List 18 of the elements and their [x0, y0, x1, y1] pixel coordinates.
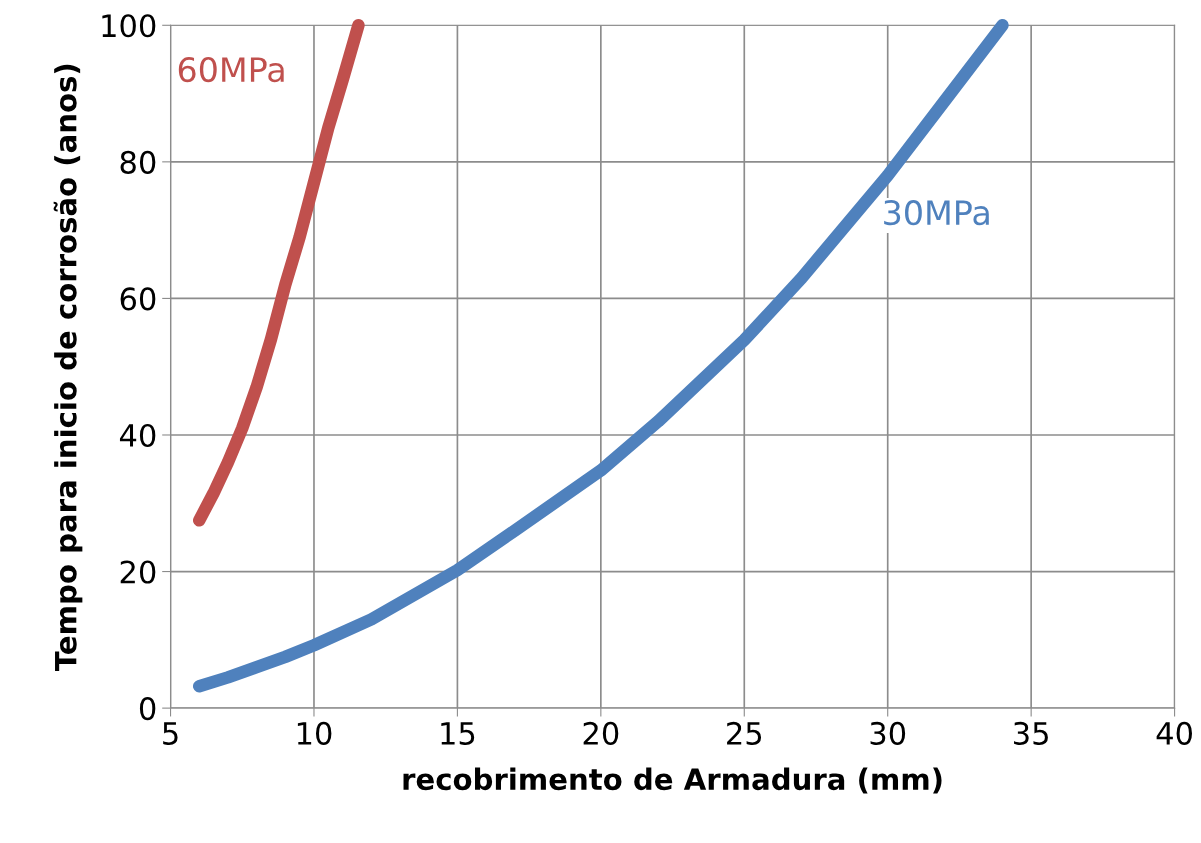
- series-label: 60MPa: [178, 56, 284, 83]
- y-axis-title: Tempo para inicio de corrosão (anos): [53, 64, 83, 672]
- y-tick-label: 40: [119, 423, 156, 448]
- x-tick-label: 25: [727, 721, 762, 745]
- x-tick-label: 15: [441, 722, 475, 745]
- x-tick-label: 35: [1014, 721, 1048, 745]
- x-tick-label: 30: [870, 721, 906, 745]
- x-axis-title: recobrimento de Armadura (mm): [403, 767, 942, 794]
- y-tick-label: 0: [139, 697, 156, 721]
- x-tick-label: 5: [163, 722, 178, 745]
- y-tick-label: 80: [120, 150, 156, 174]
- series-label: 30MPa: [884, 200, 989, 226]
- x-tick-label: 40: [1156, 721, 1192, 745]
- y-tick-label: 20: [120, 560, 156, 584]
- y-tick-label: 60: [120, 287, 156, 311]
- x-tick-label: 20: [583, 721, 619, 745]
- x-tick-label: 10: [297, 721, 332, 745]
- y-tick-label: 100: [102, 14, 156, 38]
